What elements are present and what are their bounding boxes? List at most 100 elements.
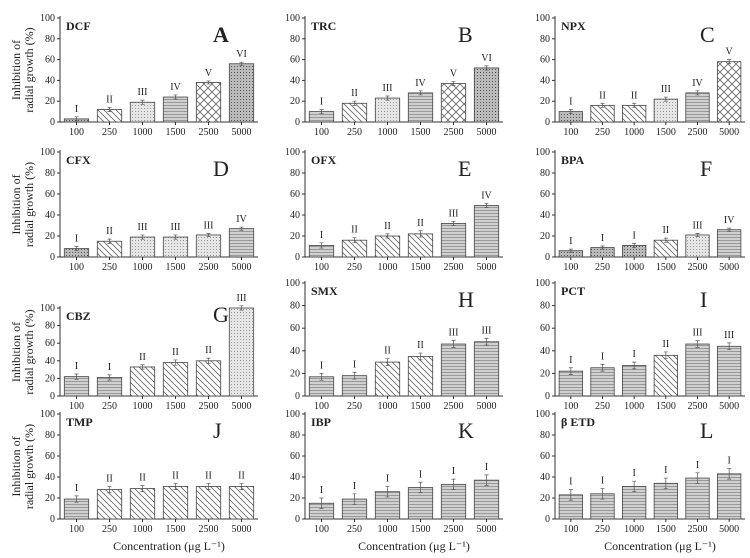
group-label: IV [170,82,181,93]
group-label: II [205,345,212,356]
bar [717,345,742,397]
y-tick-label: 100 [40,13,55,24]
error-bar [74,373,79,380]
x-tick-label: 1000 [133,262,153,273]
error-bar [695,340,700,348]
error-bar [695,472,700,484]
bar [407,356,434,397]
group-label: II [662,339,669,350]
group-label: I [353,359,356,370]
error-bar [239,226,244,231]
panel-letter: L [700,418,713,443]
group-label: II [351,225,358,236]
panel-letter: G [213,302,229,327]
y-tick-label: 20 [540,493,550,504]
group-label: II [106,94,113,105]
x-tick-label: 2500 [444,262,464,273]
error-bar [319,242,324,249]
bar [374,235,401,258]
panel-name: SMX [311,284,338,298]
y-tick-label: 0 [50,252,55,263]
y-tick-label: 60 [290,323,300,334]
group-label: I [75,104,78,115]
x-tick-label: 250 [595,262,610,273]
error-bar [352,371,357,380]
panel-name: OFX [311,153,337,167]
y-tick-label: 80 [45,321,55,332]
bar [440,222,467,258]
x-tick-label: 5000 [477,262,497,273]
group-label: I [632,349,635,360]
bar [162,96,189,123]
y-tick-label: 80 [290,168,300,179]
panel-name: NPX [561,19,586,33]
group-label: II [238,470,245,481]
panel-name: BPA [561,153,584,167]
y-tick-label: 60 [45,338,55,349]
group-label: I [353,481,356,492]
group-label: III [138,87,148,98]
panel-name: β ETD [561,415,595,429]
bar [374,361,401,397]
error-bar [239,61,244,66]
error-bar [727,468,732,480]
group-label: I [452,466,455,477]
y-tick-label: 100 [40,303,55,314]
group-label: III [449,328,459,339]
error-bar [206,482,211,490]
bar [195,82,222,123]
x-tick-label: 2500 [444,127,464,138]
panel-letter: I [700,287,707,312]
bar [341,102,368,123]
group-label: II [172,470,179,481]
y-axis-label: Inhibition of [9,174,23,234]
error-bar [632,243,637,248]
x-tick-label: 2500 [199,127,219,138]
panel-letter: C [700,22,715,47]
group-label: I [696,460,699,471]
error-bar [451,340,456,348]
x-tick-label: 1500 [656,127,676,138]
group-label: III [171,222,181,233]
y-tick-label: 40 [540,346,550,357]
y-tick-label: 60 [290,189,300,200]
group-label: I [75,483,78,494]
y-tick-label: 60 [290,55,300,66]
y-tick-label: 60 [540,189,550,200]
panel-name: TMP [66,415,93,429]
error-bar [484,474,489,486]
y-tick-label: 0 [545,391,550,402]
group-label: III [204,220,214,231]
group-label: I [727,456,730,467]
group-label: I [419,469,422,480]
panel-letter: H [458,287,474,312]
group-label: III [482,325,492,336]
y-axis-label: Inhibition of [9,436,23,496]
bar [228,228,255,258]
y-tick-label: 100 [40,409,55,420]
group-label: II [417,340,424,351]
group-label: II [662,225,669,236]
x-tick-label: 250 [347,401,362,412]
y-tick-label: 60 [290,451,300,462]
x-tick-label: 2500 [688,262,708,273]
group-label: IV [692,78,703,89]
y-tick-label: 80 [45,168,55,179]
bar [717,229,742,258]
y-tick-label: 0 [295,117,300,128]
y-tick-label: 100 [535,278,550,289]
y-tick-label: 60 [540,55,550,66]
group-label: II [205,470,212,481]
y-tick-label: 40 [290,75,300,86]
group-label: III [693,220,703,231]
y-tick-label: 100 [40,147,55,158]
bar [622,104,647,123]
x-tick-label: 250 [347,127,362,138]
x-tick-label: 2500 [688,524,708,535]
group-label: VI [481,53,492,64]
y-tick-label: 20 [290,368,300,379]
x-tick-label: 2500 [199,401,219,412]
x-tick-label: 1000 [378,524,398,535]
x-tick-label: 1500 [166,401,186,412]
x-tick-label: 100 [563,262,578,273]
